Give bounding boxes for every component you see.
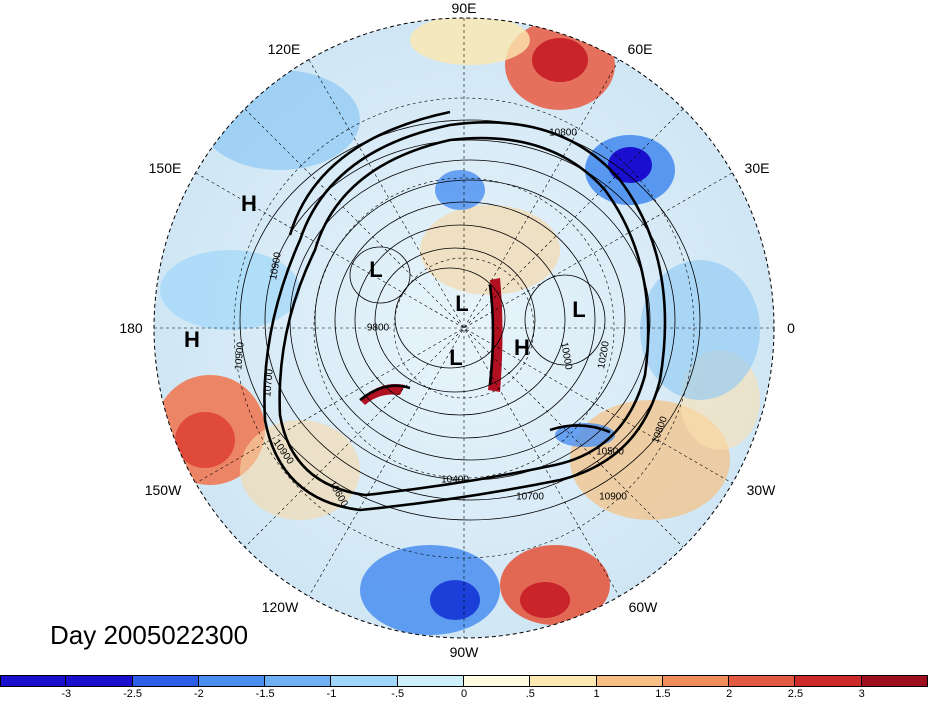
colorbar-tick-label: -2 [193,688,204,700]
colorbar-swatch [464,675,531,687]
colorbar-swatch [662,675,730,687]
colorbar-tick-label: -1 [326,688,337,700]
colorbar-swatch [132,675,199,687]
lon-label-180: 180 [119,320,143,336]
colorbar-swatch [397,675,464,687]
contour-label: 10700 [516,491,544,503]
colorbar-tick-label: 2.5 [787,688,804,700]
colorbar-swatch [861,675,928,687]
colorbar-tick-label: -3 [61,688,72,700]
low-pressure-marker: L [572,297,586,322]
lon-label-90e: 90E [451,0,477,16]
contour-label: 9800 [366,322,390,334]
colorbar-swatch [66,675,133,687]
lon-label-60w: 60W [628,599,658,615]
lon-label-60e: 60E [627,41,653,57]
lon-label-150w: 150W [144,482,182,498]
colorbar-tick-label: -1.5 [255,688,275,700]
colorbar: -3 -2.5 -2 -1.5 -1 -.5 0 .5 1 1.5 2 2.5 3 [0,675,928,702]
colorbar-tick-label: 0 [460,688,468,700]
low-pressure-marker: L [455,291,469,316]
lon-label-90w: 90W [449,644,479,660]
lon-label-120e: 120E [267,41,301,57]
colorbar-tick-label: 2 [726,688,733,700]
low-pressure-marker: L [369,257,383,282]
colorbar-tick-label: -2.5 [123,688,143,700]
high-pressure-marker: H [184,327,200,352]
map-boundary [153,17,775,639]
colorbar-swatch [795,675,862,687]
colorbar-swatch [331,675,398,687]
colorbar-swatch [0,675,67,687]
high-pressure-marker: H [514,335,530,360]
lon-label-150e: 150E [148,160,182,176]
anomaly-field [154,18,774,638]
colorbar-tick-label: 3 [858,688,865,700]
colorbar-swatch [198,675,266,687]
date-title: Day 2005022300 [50,620,249,650]
colorbar-tick-label: 1 [593,688,600,700]
colorbar-tick-label: -.5 [391,688,405,700]
lon-label-30e: 30E [744,160,770,176]
colorbar-swatch [729,675,796,687]
contour-label: 10800 [549,127,577,139]
high-pressure-marker: H [241,191,257,216]
contour-label: 10900 [599,491,627,503]
lon-label-120w: 120W [261,599,299,615]
lon-label-0: 0 [787,320,795,336]
colorbar-swatch [530,675,597,687]
contour-label: 10400 [441,474,469,486]
colorbar-swatch [265,675,332,687]
colorbar-swatch [596,675,663,687]
colorbar-tick-label: 1.5 [655,688,671,700]
colorbar-tick-label: .5 [525,688,535,700]
lon-label-30w: 30W [746,482,776,498]
low-pressure-marker: L [449,345,463,370]
contour-label: 10500 [596,446,624,458]
